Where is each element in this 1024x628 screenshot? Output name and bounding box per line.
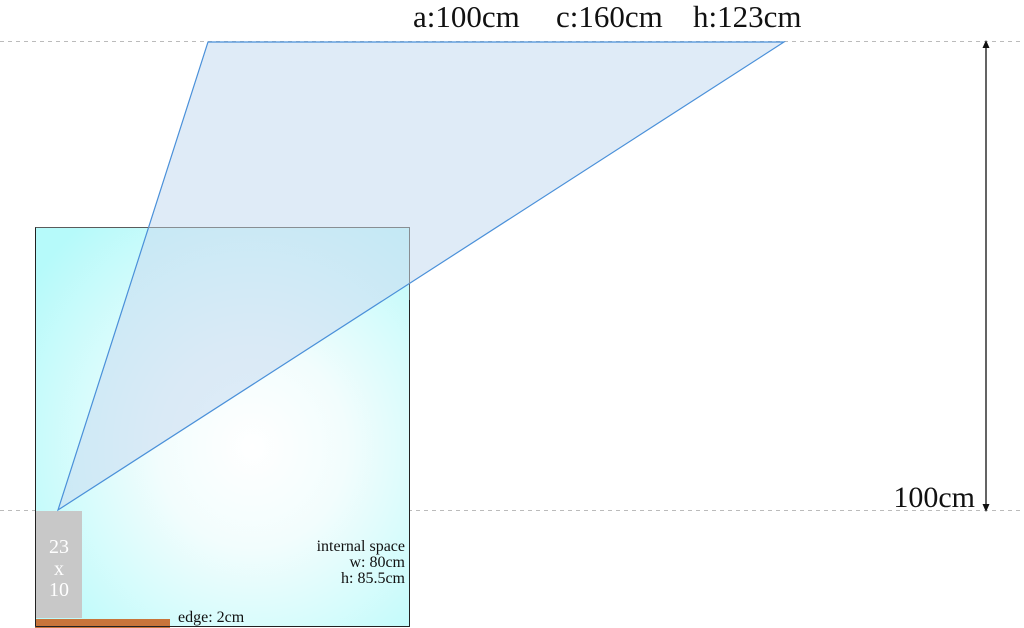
height-arrow-top-head xyxy=(982,40,990,48)
internal-space-height: h: 85.5cm xyxy=(341,570,406,587)
internal-space-title: internal space xyxy=(317,538,405,555)
base-block-line1: 23 xyxy=(49,536,69,558)
height-measure-label: 100cm xyxy=(893,481,975,514)
edge-strip xyxy=(35,619,170,628)
height-arrow-bottom-head xyxy=(982,504,990,512)
internal-space-width: w: 80cm xyxy=(349,554,405,571)
dimension-h-label: h:123cm xyxy=(693,0,802,34)
base-block-line3: 10 xyxy=(49,579,69,601)
base-block xyxy=(36,511,82,618)
view-triangle xyxy=(56,41,787,512)
base-block-line2: x xyxy=(54,558,64,580)
dimension-a-label: a:100cm xyxy=(413,0,520,34)
edge-label: edge: 2cm xyxy=(178,609,245,626)
dimension-c-label: c:160cm xyxy=(556,0,663,34)
